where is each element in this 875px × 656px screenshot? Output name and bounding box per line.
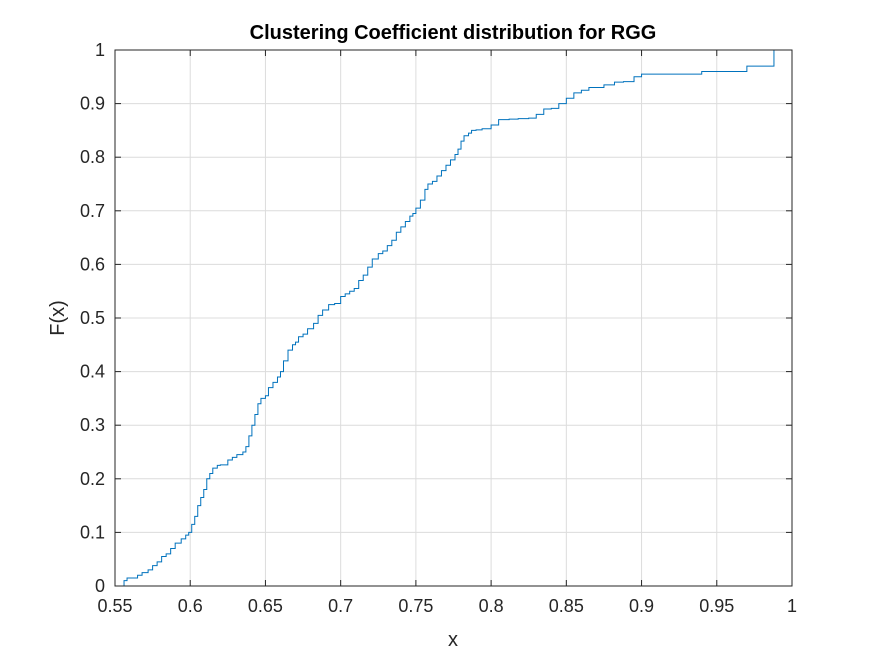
- y-tick-label: 0.2: [80, 469, 105, 489]
- grid-lines: [115, 50, 792, 586]
- x-tick-label: 0.75: [398, 596, 433, 616]
- x-tick-label: 0.8: [479, 596, 504, 616]
- y-tick-label: 0.6: [80, 254, 105, 274]
- y-axis-label: F(x): [47, 300, 69, 336]
- y-tick-label: 0.8: [80, 147, 105, 167]
- y-tick-label: 0.3: [80, 415, 105, 435]
- x-tick-label: 0.7: [328, 596, 353, 616]
- x-tick-label: 0.95: [699, 596, 734, 616]
- x-tick-label: 0.85: [549, 596, 584, 616]
- x-tick-label: 0.55: [97, 596, 132, 616]
- chart-title: Clustering Coefficient distribution for …: [250, 22, 657, 44]
- y-tick-label: 0.9: [80, 94, 105, 114]
- x-tick-label: 0.9: [629, 596, 654, 616]
- y-tick-label: 0.1: [80, 522, 105, 542]
- x-tick-label: 1: [787, 596, 797, 616]
- y-tick-label: 0.4: [80, 362, 105, 382]
- cdf-series-line: [119, 50, 775, 587]
- x-axis-label: x: [448, 629, 458, 651]
- y-tick-label: 1: [95, 40, 105, 60]
- x-tick-label: 0.6: [178, 596, 203, 616]
- y-tick-label: 0: [95, 576, 105, 596]
- y-tick-label: 0.5: [80, 308, 105, 328]
- axis-ticks: 0.55 0.6 0.65 0.7 0.75 0.8 0.85 0.9 0.95 1 0 0.1 0.2…: [80, 40, 797, 616]
- x-tick-label: 0.65: [248, 596, 283, 616]
- y-tick-label: 0.7: [80, 201, 105, 221]
- series-layer: [119, 50, 775, 587]
